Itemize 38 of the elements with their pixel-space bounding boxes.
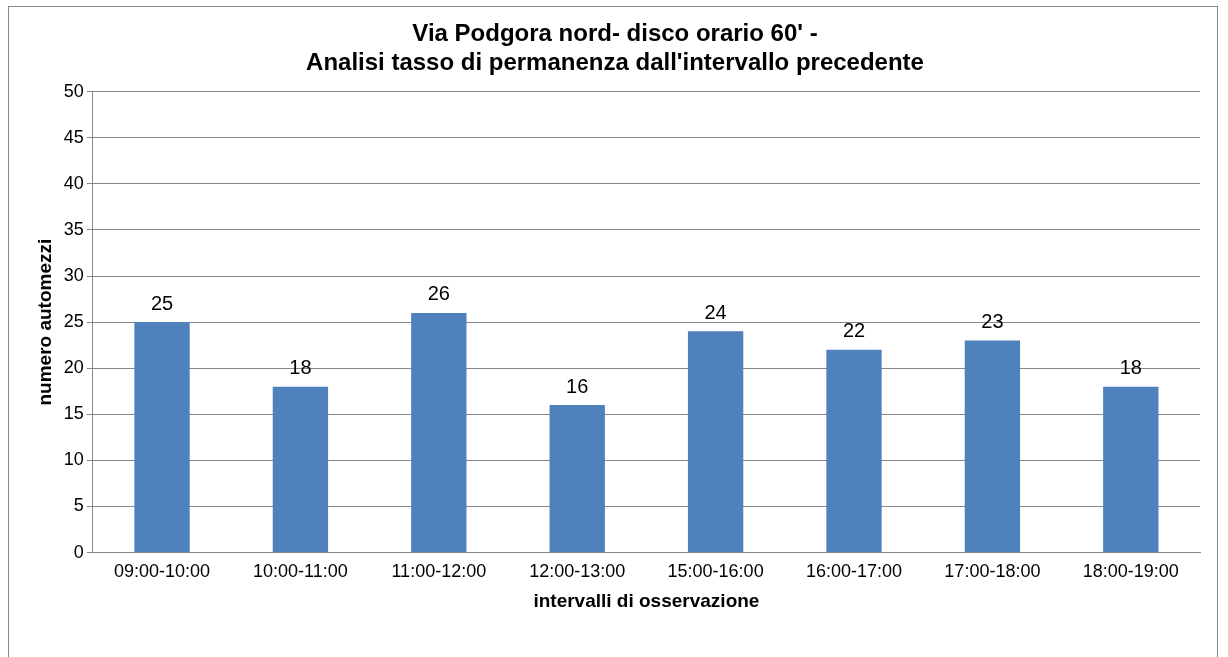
y-tick-label: 0: [73, 541, 84, 562]
y-tick-label: 40: [63, 172, 84, 193]
data-label: 24: [704, 300, 727, 323]
bar: [549, 405, 605, 553]
x-tick-label: 15:00-16:00: [667, 561, 764, 582]
x-tick-label: 09:00-10:00: [113, 561, 211, 582]
y-tick-label: 30: [63, 264, 84, 285]
y-axis-title: numero automezzi: [33, 238, 55, 406]
data-label: 23: [981, 310, 1004, 333]
data-label: 18: [1119, 356, 1142, 379]
bar: [411, 312, 467, 553]
bar: [687, 331, 744, 553]
x-tick-label: 17:00-18:00: [944, 561, 1041, 582]
chart-title: Via Podgora nord- disco orario 60' - Analisi tasso di permanenza dall'intervallo precedente: [306, 19, 924, 75]
bar: [826, 349, 882, 553]
data-label: 18: [289, 356, 312, 379]
y-tick-label: 15: [63, 403, 84, 424]
y-tick-label: 35: [63, 218, 84, 239]
bar: [272, 386, 329, 553]
y-tick-label: 10: [63, 449, 84, 470]
x-axis-title: intervalli di osservazione: [533, 589, 760, 611]
y-tick-label: 50: [63, 80, 84, 101]
data-label: 16: [566, 374, 589, 397]
y-tick-label: 45: [63, 126, 84, 147]
data-label: 26: [427, 282, 450, 305]
x-tick-label: 18:00-19:00: [1082, 561, 1179, 582]
y-tick-label: 5: [73, 495, 84, 516]
x-tick-label: 10:00-11:00: [253, 561, 348, 582]
y-tick-label: 20: [63, 357, 84, 378]
bar: [134, 322, 190, 553]
data-label: 25: [150, 291, 174, 314]
y-tick-label: 25: [63, 311, 84, 332]
x-tick-label: 16:00-17:00: [805, 561, 903, 582]
data-label: 22: [842, 319, 866, 342]
bar: [1103, 386, 1159, 553]
x-tick-label: 12:00-13:00: [529, 561, 626, 582]
bar: [964, 340, 1021, 553]
x-tick-label: 11:00-12:00: [391, 561, 487, 582]
